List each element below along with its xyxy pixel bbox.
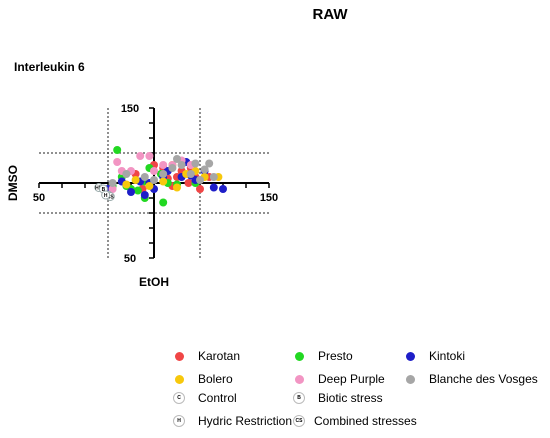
point-blanche-des-vosges — [159, 170, 168, 178]
point-deep-purple — [150, 167, 158, 175]
point-blanche-des-vosges — [108, 179, 117, 187]
point-presto — [133, 186, 142, 195]
point-blanche-des-vosges — [122, 170, 131, 178]
point-blanche-des-vosges — [205, 159, 214, 168]
y-tick-min: 50 — [124, 253, 136, 265]
point-blanche-des-vosges — [173, 155, 181, 163]
point-kintoki — [209, 183, 218, 192]
point-blanche-des-vosges — [200, 165, 209, 174]
point-blanche-des-vosges — [140, 173, 149, 181]
point-kintoki — [140, 191, 149, 199]
condition-markers: HRBHCSH — [94, 183, 115, 201]
point-blanche-des-vosges — [191, 159, 200, 168]
point-karotan — [184, 179, 193, 187]
x-tick-min: 50 — [33, 192, 45, 204]
condition-marker: H — [101, 190, 111, 200]
svg-text:H: H — [104, 193, 108, 199]
data-points — [99, 146, 227, 207]
point-blanche-des-vosges — [168, 164, 177, 172]
point-blanche-des-vosges — [177, 161, 186, 169]
point-deep-purple — [113, 158, 122, 166]
point-deep-purple — [159, 161, 168, 169]
point-bolero — [173, 183, 181, 192]
y-tick-max: 150 — [121, 103, 139, 115]
point-blanche-des-vosges — [209, 173, 218, 181]
point-blanche-des-vosges — [186, 170, 195, 178]
point-kintoki — [219, 185, 227, 193]
x-axis-label: EtOH — [139, 275, 169, 289]
page-title: RAW — [312, 6, 348, 23]
x-tick-max: 150 — [260, 192, 278, 204]
point-kintoki — [127, 188, 135, 196]
point-deep-purple — [136, 152, 145, 160]
point-bolero — [145, 182, 154, 190]
point-bolero — [122, 180, 131, 189]
y-axis-label: DMSO — [6, 165, 20, 201]
point-blanche-des-vosges — [196, 176, 204, 184]
point-deep-purple — [108, 185, 117, 193]
point-deep-purple — [145, 152, 154, 160]
chart-title: Interleukin 6 — [14, 60, 85, 74]
svg-text:B: B — [102, 187, 106, 193]
svg-text:CS: CS — [107, 195, 115, 201]
point-presto — [159, 198, 168, 207]
reference-lines — [39, 108, 269, 258]
point-bolero — [159, 177, 168, 186]
point-blanche-des-vosges — [150, 176, 158, 184]
point-karotan — [196, 185, 204, 193]
point-bolero — [131, 176, 140, 184]
point-presto — [113, 146, 122, 154]
